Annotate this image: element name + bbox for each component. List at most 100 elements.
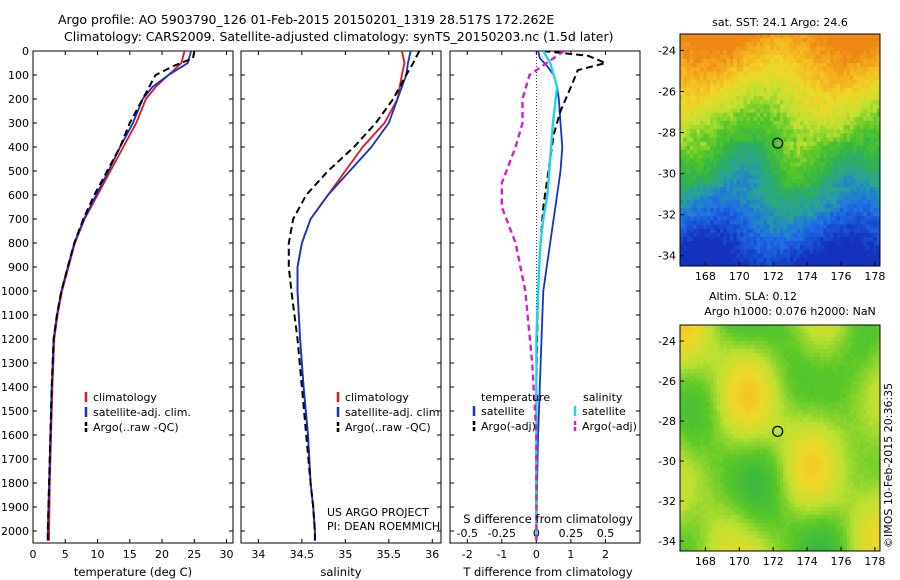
x-tick-label: 176 (831, 270, 852, 283)
figure-title-line2: Climatology: CARS2009. Satellite-adjuste… (64, 29, 614, 44)
sst-map-title: sat. SST: 24.1 Argo: 24.6 (712, 16, 848, 29)
x-tick-label: 168 (695, 270, 716, 283)
x-tick-label: 35.5 (377, 548, 402, 561)
map-field (680, 34, 881, 267)
y-tick-label: 100 (8, 69, 29, 82)
sla-map-title-line2: Argo h1000: 0.076 h2000: NaN (704, 305, 876, 318)
y-tick-label: 2000 (1, 525, 29, 538)
x2-tick-label: 0.25 (559, 527, 584, 540)
credit-line-2: PI: DEAN ROEMMICH (327, 520, 440, 533)
x-tick-label: 36 (425, 548, 439, 561)
y-tick-label: 900 (8, 261, 29, 274)
y-tick-label: 0 (22, 45, 29, 58)
y-tick-label: 500 (8, 165, 29, 178)
legend-label: Argo(..raw -QC) (93, 421, 179, 434)
x-tick-label: 20 (155, 548, 169, 561)
y-tick-label: 1900 (1, 501, 29, 514)
x-tick-label: 174 (797, 555, 818, 568)
y-tick-label: 200 (8, 93, 29, 106)
legend-header-salinity: salinity (583, 391, 623, 404)
legend-label: satellite (481, 405, 525, 418)
legend-label: satellite-adj. clim. (93, 406, 191, 419)
y-tick-label: 1600 (1, 429, 29, 442)
y-tick-label: -24 (658, 335, 676, 348)
y-tick-label: -34 (658, 250, 676, 263)
x-axis-label: T difference from climatology (462, 565, 633, 579)
y-tick-label: 600 (8, 189, 29, 202)
x-tick-label: 176 (831, 555, 852, 568)
legend-label: Argo(-adj) (481, 420, 536, 433)
series-satellite (296, 51, 412, 541)
series-sal-satellite (535, 51, 559, 541)
x-tick-label: 178 (864, 270, 885, 283)
y-tick-label: 1100 (1, 309, 29, 322)
x-tick-label: 0 (533, 548, 540, 561)
y-tick-label: 800 (8, 237, 29, 250)
x-tick-label: 5 (62, 548, 69, 561)
credit-line-1: US ARGO PROJECT (327, 506, 429, 519)
map-frame (679, 324, 881, 552)
y-tick-label: 1500 (1, 405, 29, 418)
x-tick-label: 170 (729, 555, 750, 568)
series-climatology (48, 51, 186, 541)
plot-frame (240, 50, 442, 544)
sla-map-title-line1: Altim. SLA: 0.12 (709, 290, 797, 303)
x-tick-label: 35 (338, 548, 352, 561)
x-axis-label: temperature (deg C) (74, 565, 192, 579)
series-argo (46, 51, 196, 541)
x2-tick-label: -0.5 (457, 527, 478, 540)
x2-tick-label: -0.25 (488, 527, 516, 540)
y-tick-label: -32 (658, 209, 676, 222)
x-tick-label: 2 (602, 548, 609, 561)
x-tick-label: 172 (763, 555, 784, 568)
x-tick-label: 10 (91, 548, 105, 561)
sla-map-panel: 168 170 172 174 176 178 -24 -26 -28 -30 -32 -34 Alti… (658, 290, 885, 568)
x-tick-label: 25 (187, 548, 201, 561)
x-tick-label: 34 (251, 548, 265, 561)
legend-header-temperature: temperature (481, 391, 550, 404)
legend-label: satellite (582, 405, 626, 418)
y-tick-label: 1000 (1, 285, 29, 298)
x-tick-label: 168 (695, 555, 716, 568)
y-tick-label: -24 (658, 44, 676, 57)
y-tick-label: 1200 (1, 333, 29, 346)
x-tick-label: 172 (763, 270, 784, 283)
x2-tick-label: 0.5 (597, 527, 615, 540)
series-sal-argo (500, 51, 565, 541)
y-tick-label: 400 (8, 141, 29, 154)
y-tick-label: -30 (658, 168, 676, 181)
series-satellite (46, 51, 192, 541)
plot-frame (449, 50, 641, 544)
x2-axis-label: S difference from climatology (463, 512, 633, 526)
y-tick-label: 1700 (1, 453, 29, 466)
x-tick-label: 34.5 (290, 548, 315, 561)
x-tick-label: 30 (220, 548, 234, 561)
figure-title-line1: Argo profile: AO 5903790_126 01-Feb-2015… (58, 12, 555, 27)
map-field (680, 325, 881, 552)
x-tick-label: -2 (462, 548, 473, 561)
argo-location-marker (772, 137, 784, 149)
y-tick-label: -32 (658, 495, 676, 508)
y-tick-label: 1300 (1, 357, 29, 370)
legend-label: satellite-adj. clim. (345, 406, 443, 419)
series-temp-argo (535, 51, 609, 541)
y-tick-label: 300 (8, 117, 29, 130)
y-tick-label: 1400 (1, 381, 29, 394)
legend-label: Argo(..raw -QC) (345, 421, 431, 434)
y-tick-label: -28 (658, 127, 676, 140)
y-tick-label: -34 (658, 535, 676, 548)
y-tick-label: -26 (658, 85, 676, 98)
series-temp-satellite (535, 51, 564, 541)
x-tick-label: 174 (797, 270, 818, 283)
y-tick-label: -28 (658, 415, 676, 428)
legend-label: climatology (345, 391, 409, 404)
x-tick-label: 15 (123, 548, 137, 561)
x-tick-label: 178 (864, 555, 885, 568)
plot-frame (32, 50, 234, 544)
temperature-panel: 0 5 10 15 20 25 300100200300400500600700800900… (1, 45, 234, 579)
legend-label: Argo(-adj) (582, 420, 637, 433)
x-axis-label: salinity (320, 565, 361, 579)
